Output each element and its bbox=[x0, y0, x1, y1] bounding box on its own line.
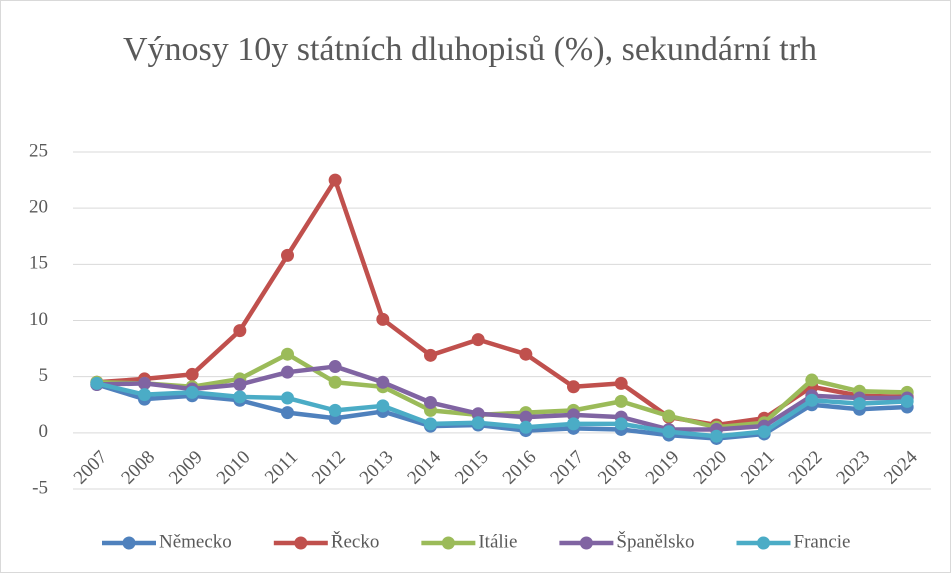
y-tick-label: 20 bbox=[29, 197, 48, 218]
data-point bbox=[567, 408, 580, 422]
data-point bbox=[519, 410, 533, 424]
data-point bbox=[805, 373, 819, 387]
data-point bbox=[614, 376, 628, 390]
data-point bbox=[328, 173, 342, 187]
data-point bbox=[424, 348, 437, 362]
data-point bbox=[281, 347, 294, 361]
data-point bbox=[662, 409, 676, 423]
y-tick-label: 15 bbox=[29, 253, 48, 274]
legend-label: Německo bbox=[159, 531, 232, 552]
legend-label: Itálie bbox=[478, 531, 517, 552]
legend-marker bbox=[757, 536, 770, 550]
data-point bbox=[233, 378, 247, 392]
legend-label: Řecko bbox=[331, 530, 380, 552]
data-point bbox=[376, 375, 390, 389]
data-point bbox=[138, 376, 151, 390]
data-point bbox=[138, 388, 151, 402]
data-point bbox=[376, 399, 390, 413]
y-tick-label: 10 bbox=[29, 309, 48, 330]
data-point bbox=[471, 333, 485, 347]
data-point bbox=[281, 391, 294, 405]
y-tick-label: -5 bbox=[32, 477, 48, 498]
data-point bbox=[614, 417, 628, 431]
data-point bbox=[90, 376, 104, 390]
data-point bbox=[471, 407, 485, 421]
data-point bbox=[328, 375, 342, 389]
data-point bbox=[853, 397, 866, 411]
legend-label: Francie bbox=[794, 531, 851, 552]
series-line bbox=[96, 364, 908, 432]
legend-label: Španělsko bbox=[616, 530, 694, 552]
legend-marker bbox=[579, 536, 593, 550]
data-point bbox=[567, 417, 580, 431]
data-point bbox=[519, 347, 533, 361]
data-point bbox=[328, 360, 342, 374]
y-tick-label: 5 bbox=[39, 365, 49, 386]
data-point bbox=[471, 416, 485, 430]
y-tick-label: 25 bbox=[29, 140, 48, 161]
data-point bbox=[376, 312, 390, 326]
data-point bbox=[757, 425, 771, 439]
data-point bbox=[662, 425, 676, 439]
data-point bbox=[185, 367, 199, 381]
data-point bbox=[519, 420, 533, 434]
data-point bbox=[424, 417, 437, 431]
data-point bbox=[281, 248, 294, 262]
data-point bbox=[233, 390, 247, 404]
data-point bbox=[710, 429, 723, 443]
data-point bbox=[424, 396, 437, 410]
chart-title: Výnosy 10y státních dluhopisů (%), sekun… bbox=[123, 31, 817, 68]
data-point bbox=[805, 393, 819, 407]
data-point bbox=[614, 394, 628, 408]
data-point bbox=[233, 324, 247, 338]
legend-marker bbox=[294, 536, 308, 550]
legend-marker bbox=[441, 536, 455, 550]
series-line bbox=[96, 381, 908, 439]
data-point bbox=[567, 380, 580, 394]
data-point bbox=[328, 403, 342, 417]
data-point bbox=[281, 406, 294, 420]
data-point bbox=[281, 365, 294, 379]
legend-marker bbox=[122, 536, 136, 550]
y-tick-label: 0 bbox=[39, 421, 49, 442]
data-point bbox=[185, 385, 199, 399]
data-point bbox=[900, 394, 914, 408]
